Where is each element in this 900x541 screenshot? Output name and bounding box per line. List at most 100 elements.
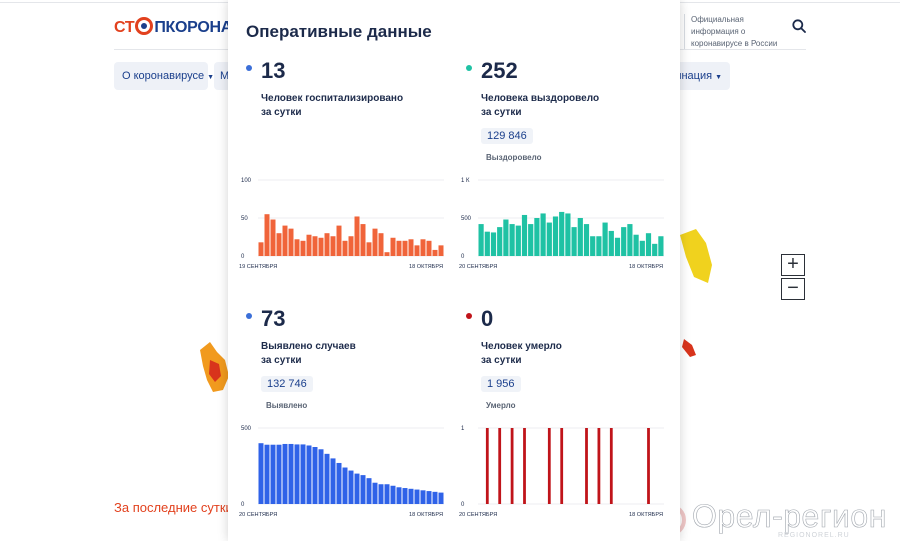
chart-bar[interactable] (282, 225, 288, 256)
chart-bar[interactable] (360, 224, 366, 256)
chart-bar[interactable] (348, 470, 354, 504)
chart-bar[interactable] (402, 240, 408, 256)
chart-bar[interactable] (342, 240, 348, 256)
chart-bar[interactable] (396, 240, 402, 256)
chart-bar[interactable] (658, 236, 664, 256)
chart-bar[interactable] (546, 222, 552, 256)
chart-bar[interactable] (288, 228, 294, 256)
chart-bar[interactable] (585, 428, 588, 504)
chart-bar[interactable] (583, 224, 590, 256)
chart-bar[interactable] (270, 219, 276, 256)
chart-bar[interactable] (378, 484, 384, 504)
chart-bar[interactable] (534, 218, 540, 256)
chart-bar[interactable] (426, 491, 432, 504)
chart-bar[interactable] (414, 245, 420, 256)
chart-bar[interactable] (497, 227, 503, 256)
chart-bar[interactable] (288, 443, 294, 504)
chart-bar[interactable] (312, 447, 318, 504)
chart-bar[interactable] (264, 214, 270, 256)
chart-bar[interactable] (306, 234, 312, 256)
chart-bar[interactable] (324, 233, 330, 256)
chart-bar[interactable] (378, 233, 384, 256)
chart-bar[interactable] (478, 224, 484, 256)
chart-bar[interactable] (420, 490, 426, 504)
chart-bar[interactable] (540, 213, 546, 256)
chart-bar[interactable] (490, 232, 497, 256)
chart-bar[interactable] (652, 243, 658, 256)
chart-bar[interactable] (608, 230, 614, 256)
chart-bar[interactable] (485, 428, 489, 504)
chart-bar[interactable] (627, 224, 633, 256)
chart-bar[interactable] (408, 488, 414, 504)
chart-bar[interactable] (521, 214, 528, 256)
chart-bar[interactable] (647, 428, 650, 504)
chart-bar[interactable] (577, 218, 583, 256)
chart-bar[interactable] (264, 444, 270, 504)
chart-bar[interactable] (366, 478, 372, 504)
chart-bar[interactable] (515, 225, 521, 256)
chart-bar[interactable] (596, 236, 602, 256)
official-info[interactable]: Официальная информация о коронавирусе в … (684, 14, 784, 50)
nav-about-coronavirus[interactable]: О коронавирусе ▼ (114, 62, 214, 90)
map-region-west[interactable] (195, 330, 235, 400)
chart-bar[interactable] (390, 485, 396, 504)
chart-bar[interactable] (633, 234, 639, 256)
chart-bar[interactable] (547, 428, 551, 504)
chart-bar[interactable] (609, 428, 613, 504)
chart-bar[interactable] (621, 227, 627, 256)
chart-bar[interactable] (318, 449, 324, 504)
chart-bar[interactable] (528, 224, 534, 256)
chart-bar[interactable] (300, 444, 306, 504)
chart-bar[interactable] (324, 453, 330, 504)
chart-bar[interactable] (330, 458, 336, 504)
chart-bar[interactable] (590, 236, 596, 256)
chart-bar[interactable] (639, 240, 645, 256)
chart-bar[interactable] (318, 237, 324, 256)
chart-bar[interactable] (258, 443, 264, 504)
chart-bar[interactable] (396, 487, 402, 504)
chart-bar[interactable] (366, 242, 372, 256)
chart-bar[interactable] (270, 444, 276, 504)
chart-bar[interactable] (300, 240, 306, 256)
chart-bar[interactable] (342, 467, 348, 504)
chart-bar[interactable] (565, 213, 571, 256)
chart-bar[interactable] (306, 445, 312, 504)
chart-bar[interactable] (402, 488, 408, 504)
chart-bar[interactable] (571, 227, 577, 256)
chart-bar[interactable] (503, 219, 509, 256)
chart-bar[interactable] (614, 237, 621, 256)
chart-bar[interactable] (426, 240, 432, 256)
zoom-out-button[interactable]: − (781, 278, 805, 300)
chart-bar[interactable] (294, 239, 300, 256)
chart-bar[interactable] (354, 473, 360, 504)
chart-bar[interactable] (432, 491, 438, 504)
chart-bar[interactable] (414, 489, 420, 504)
chart-bar[interactable] (559, 211, 565, 256)
chart-bar[interactable] (420, 239, 426, 256)
chart-bar[interactable] (523, 428, 526, 504)
chart-bar[interactable] (498, 428, 502, 504)
chart-bar[interactable] (484, 231, 490, 256)
chart-bar[interactable] (645, 233, 652, 256)
chart-bar[interactable] (510, 428, 514, 504)
chart-bar[interactable] (597, 428, 601, 504)
chart-bar[interactable] (276, 233, 282, 256)
search-icon[interactable] (792, 19, 806, 33)
chart-bar[interactable] (312, 236, 318, 256)
chart-bar[interactable] (438, 245, 444, 256)
chart-bar[interactable] (408, 239, 414, 256)
chart-bar[interactable] (330, 236, 336, 256)
zoom-in-button[interactable]: + (781, 254, 805, 276)
chart-bar[interactable] (432, 249, 438, 256)
chart-bar[interactable] (509, 224, 515, 256)
chart-bar[interactable] (372, 482, 378, 504)
chart-bar[interactable] (560, 428, 564, 504)
chart-bar[interactable] (348, 236, 354, 256)
chart-bar[interactable] (602, 222, 608, 256)
chart-bar[interactable] (372, 228, 378, 256)
chart-bar[interactable] (294, 444, 300, 504)
chart-bar[interactable] (336, 225, 342, 256)
chart-bar[interactable] (384, 252, 390, 256)
chart-bar[interactable] (360, 475, 366, 504)
chart-bar[interactable] (276, 444, 282, 504)
